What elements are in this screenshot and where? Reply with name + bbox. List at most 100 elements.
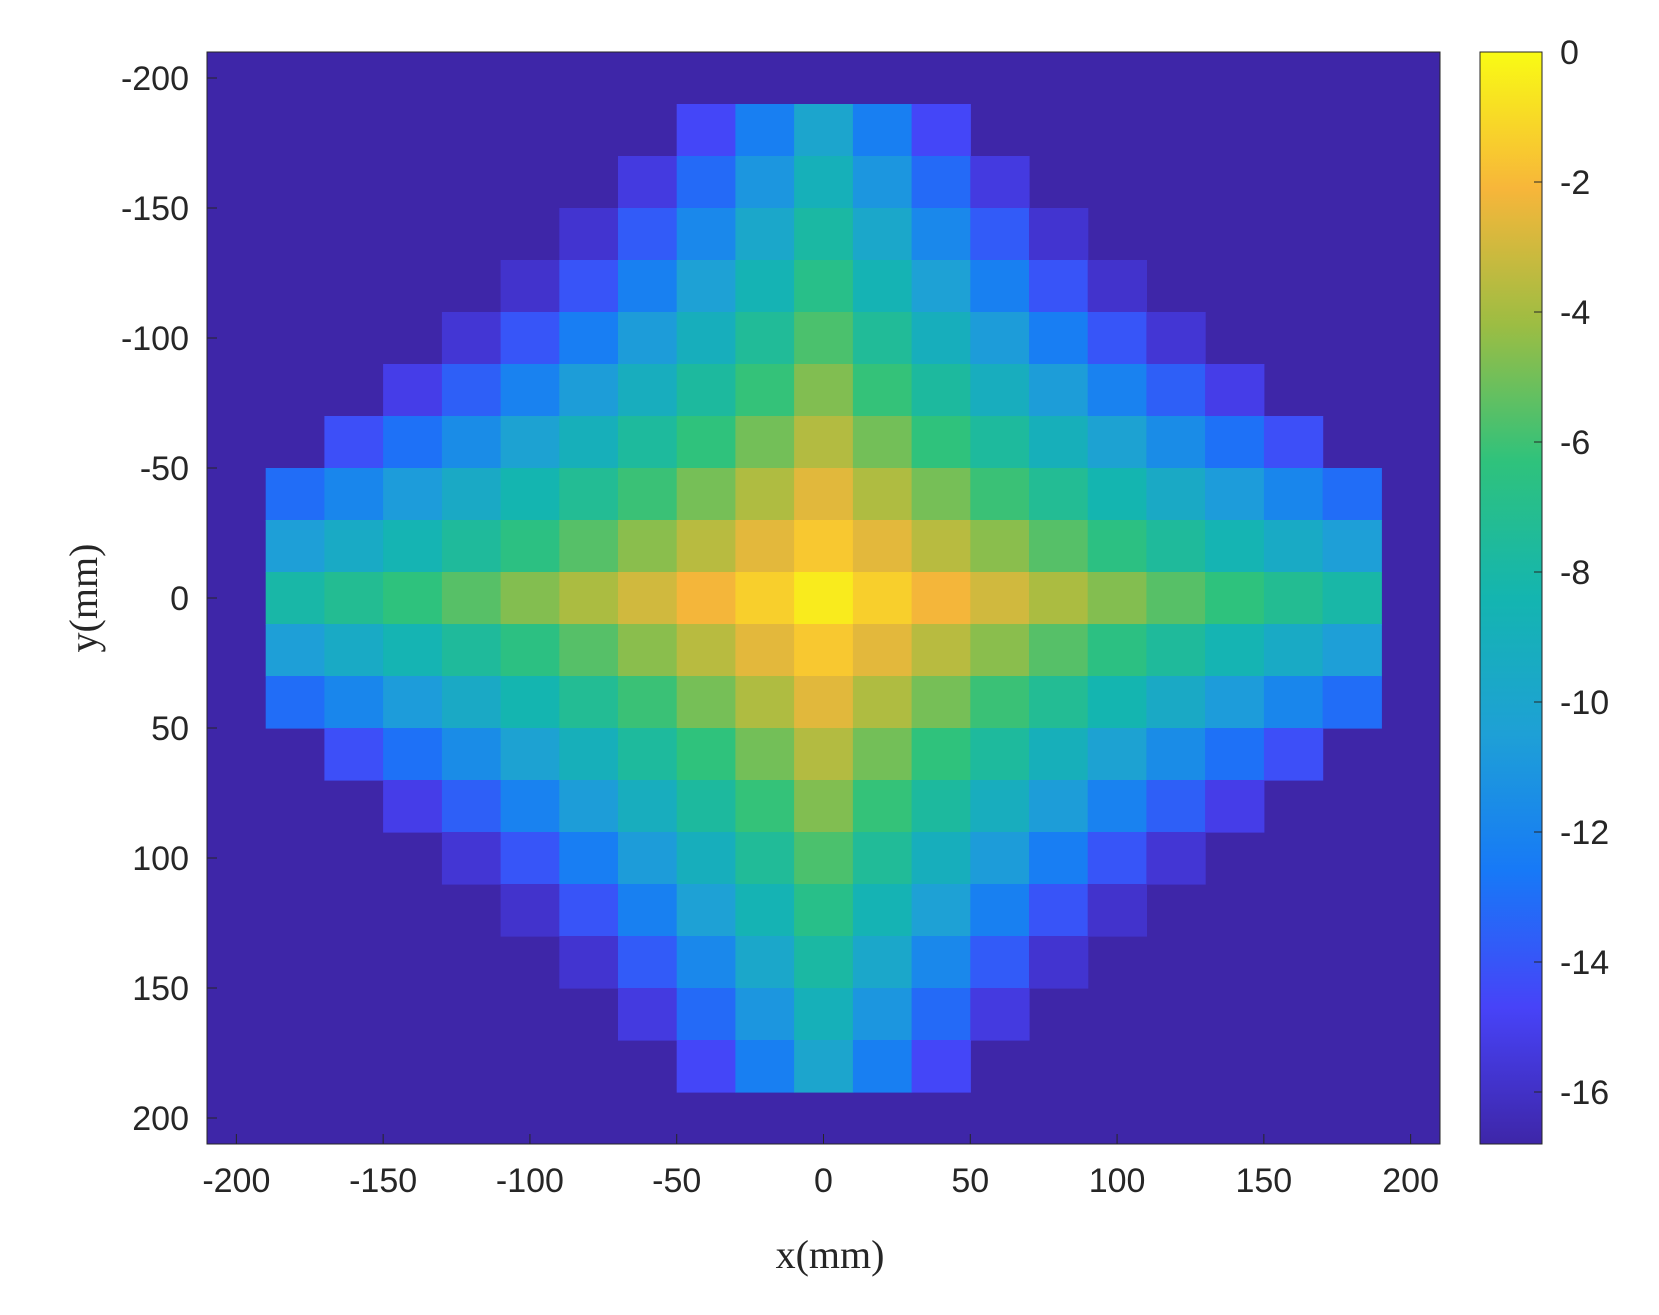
heatmap-cell bbox=[676, 676, 736, 729]
heatmap-cell bbox=[500, 676, 560, 729]
heatmap-cell bbox=[1146, 572, 1206, 625]
colorbar-tick-label: -8 bbox=[1560, 554, 1590, 592]
heatmap-cell bbox=[1087, 260, 1147, 313]
heatmap-cell bbox=[911, 988, 971, 1041]
heatmap-cell bbox=[1146, 832, 1206, 885]
heatmap-cell bbox=[1205, 416, 1265, 469]
heatmap-cell bbox=[559, 780, 619, 833]
heatmap-cell bbox=[383, 416, 443, 469]
heatmap-cell bbox=[735, 624, 795, 677]
heatmap-cell bbox=[852, 832, 913, 885]
heatmap-cell bbox=[970, 884, 1030, 937]
heatmap-cell bbox=[735, 832, 795, 885]
heatmap-cell bbox=[1263, 572, 1324, 625]
heatmap-cell bbox=[794, 676, 854, 729]
heatmap-cell bbox=[676, 988, 736, 1041]
heatmap-cell bbox=[1263, 468, 1324, 521]
y-tick-label: -150 bbox=[121, 190, 189, 228]
heatmap-cell bbox=[1205, 728, 1265, 781]
heatmap-cell bbox=[1029, 728, 1089, 781]
y-tick-label: -50 bbox=[140, 450, 189, 488]
heatmap-cell bbox=[852, 572, 913, 625]
heatmap-cell bbox=[618, 364, 678, 417]
heatmap-cell bbox=[1087, 416, 1147, 469]
heatmap-cell bbox=[265, 624, 325, 677]
heatmap-cell bbox=[441, 676, 502, 729]
heatmap-cell bbox=[441, 728, 502, 781]
heatmap-cell bbox=[1263, 520, 1324, 573]
heatmap-cell bbox=[794, 260, 854, 313]
heatmap-cell bbox=[1146, 364, 1206, 417]
heatmap-cell bbox=[676, 416, 736, 469]
heatmap-cell bbox=[794, 208, 854, 261]
y-axis-label: y(mm) bbox=[61, 544, 106, 653]
heatmap-cell bbox=[735, 364, 795, 417]
heatmap-cell bbox=[852, 416, 913, 469]
heatmap-cell bbox=[794, 364, 854, 417]
heatmap-cell bbox=[1322, 572, 1382, 625]
heatmap-cell bbox=[559, 520, 619, 573]
y-axis-ticks: -200 -150 -100 -50 0 50 100 150 200 bbox=[121, 60, 217, 1138]
heatmap-cell bbox=[1087, 364, 1147, 417]
heatmap-cell bbox=[852, 936, 913, 989]
heatmap-cell bbox=[794, 624, 854, 677]
heatmap-cell bbox=[852, 364, 913, 417]
heatmap-cell bbox=[1263, 624, 1324, 677]
heatmap-cell bbox=[735, 1040, 795, 1093]
heatmap-cell bbox=[676, 364, 736, 417]
heatmap-cell bbox=[794, 520, 854, 573]
heatmap-cell bbox=[559, 832, 619, 885]
heatmap-cell bbox=[1029, 208, 1089, 261]
x-tick-label: 50 bbox=[951, 1162, 989, 1200]
heatmap-cell bbox=[1087, 780, 1147, 833]
heatmap-cell bbox=[383, 624, 443, 677]
heatmap-cell bbox=[500, 468, 560, 521]
heatmap-cell bbox=[383, 364, 443, 417]
heatmap-cell bbox=[970, 936, 1030, 989]
heatmap-cell bbox=[676, 728, 736, 781]
heatmap-cell bbox=[500, 572, 560, 625]
heatmap-cell bbox=[735, 312, 795, 365]
heatmap-cell bbox=[911, 884, 971, 937]
heatmap-cell bbox=[676, 572, 736, 625]
heatmap-cell bbox=[676, 156, 736, 209]
heatmap-cell bbox=[500, 728, 560, 781]
x-axis-label: x(mm) bbox=[776, 1232, 885, 1277]
x-tick-label: 200 bbox=[1382, 1162, 1439, 1200]
heatmap-cell bbox=[383, 520, 443, 573]
heatmap-cell bbox=[383, 572, 443, 625]
heatmap-cell bbox=[559, 676, 619, 729]
heatmap-cell bbox=[383, 780, 443, 833]
heatmap-cell bbox=[735, 884, 795, 937]
heatmap-cell bbox=[735, 676, 795, 729]
colorbar-gradient bbox=[1479, 51, 1543, 1145]
heatmap-cell bbox=[265, 520, 325, 573]
heatmap-cells bbox=[265, 104, 1382, 1093]
heatmap-cell bbox=[1146, 676, 1206, 729]
heatmap-cell bbox=[559, 312, 619, 365]
heatmap-cell bbox=[676, 1040, 736, 1093]
heatmap-cell bbox=[970, 676, 1030, 729]
heatmap-cell bbox=[852, 208, 913, 261]
heatmap-cell bbox=[618, 728, 678, 781]
heatmap-cell bbox=[852, 676, 913, 729]
heatmap-cell bbox=[794, 832, 854, 885]
heatmap-cell bbox=[1146, 312, 1206, 365]
heatmap-cell bbox=[735, 104, 795, 157]
heatmap-cell bbox=[500, 312, 560, 365]
heatmap-cell bbox=[970, 572, 1030, 625]
heatmap-cell bbox=[500, 884, 560, 937]
heatmap-cell bbox=[1029, 468, 1089, 521]
heatmap-cell bbox=[324, 676, 384, 729]
heatmap-cell bbox=[1029, 572, 1089, 625]
heatmap-cell bbox=[852, 624, 913, 677]
heatmap-cell bbox=[441, 520, 502, 573]
heatmap-cell bbox=[970, 832, 1030, 885]
colorbar-tick-label: -6 bbox=[1560, 424, 1590, 462]
heatmap-cell bbox=[1322, 676, 1382, 729]
heatmap-cell bbox=[852, 260, 913, 313]
heatmap-cell bbox=[970, 780, 1030, 833]
heatmap-cell bbox=[265, 468, 325, 521]
heatmap-cell bbox=[676, 312, 736, 365]
